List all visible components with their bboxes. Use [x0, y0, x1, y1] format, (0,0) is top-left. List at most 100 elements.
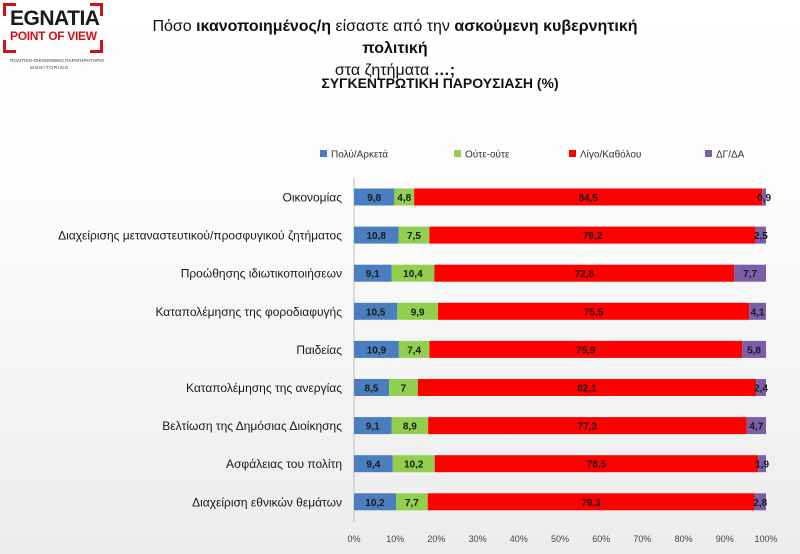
logo-tagline-monitoring: MONITORING	[30, 65, 70, 70]
bar-segment	[398, 340, 430, 358]
category-label: Ασφάλειας του πολίτη	[226, 457, 342, 471]
legend-swatch	[569, 150, 576, 157]
data-label: 9,8	[367, 193, 381, 204]
data-label: 8,5	[365, 384, 379, 395]
bar-segment	[742, 340, 766, 358]
x-tick-label: 0%	[347, 534, 360, 544]
x-tick-label: 70%	[633, 534, 651, 544]
bar-segment	[354, 417, 392, 435]
legend-swatch	[320, 150, 327, 157]
bar-segment	[429, 226, 756, 244]
data-label: 10,9	[367, 345, 387, 356]
bar-segment	[394, 188, 415, 206]
title-emphasis: ικανοποιημένος/η	[196, 18, 332, 35]
logo-corner-mark	[3, 40, 16, 53]
x-tick-label: 30%	[469, 534, 487, 544]
category-label: Καταπολέμησης της ανεργίας	[186, 381, 342, 395]
bar-segment	[762, 188, 766, 206]
bar-segment	[429, 340, 743, 358]
data-label: 4,7	[749, 422, 763, 433]
legend-label: ΔΓ/ΔΑ	[716, 150, 745, 161]
logo-corner-mark	[3, 3, 16, 16]
bar-segment	[756, 379, 766, 396]
logo-corner-mark	[90, 3, 103, 16]
bar-segment	[755, 226, 766, 244]
x-tick-label: 10%	[386, 534, 404, 544]
title-text: στα ζητήματα	[334, 62, 434, 79]
bar-segment	[414, 188, 763, 206]
data-label: 10,4	[403, 269, 423, 280]
data-label: 7,7	[405, 498, 419, 509]
bar-segment	[389, 379, 418, 396]
data-label: 1,9	[755, 460, 769, 471]
bar-segment	[397, 302, 439, 320]
category-label: Προώθησης ιδιωτικοποιήσεων	[181, 267, 342, 281]
data-label: 82,1	[577, 384, 597, 395]
bar-segment	[354, 493, 397, 511]
bar-segment	[758, 455, 766, 473]
bar-segment	[354, 188, 395, 206]
data-label: 72,8	[575, 269, 595, 280]
egnatia-logo: EGNATIA POINT OF VIEW ΠΟΛΙΤΙΚΟ-ΟΙΚΟΝΟΜΙΚ…	[0, 0, 108, 78]
bar-segment	[354, 226, 399, 244]
data-label: 4,8	[397, 193, 411, 204]
data-label: 75,5	[584, 307, 604, 318]
data-label: 10,2	[404, 460, 424, 471]
logo-tagline: ΠΟΛΙΤΙΚΟ-ΟΙΚΟΝΟΜΙΚΟ ΠΑΡΑΤΗΡΗΤΗΡΙΟ	[10, 58, 105, 63]
bar-segment	[354, 340, 399, 358]
data-label: 10,5	[366, 307, 386, 318]
category-label: Οικονομίας	[282, 191, 342, 205]
bar-segment	[438, 302, 750, 320]
x-tick-label: 50%	[551, 534, 569, 544]
legend-label: Πολύ/Αρκετά	[331, 149, 388, 161]
category-label: Διαχείρισης μεταναστευτικού/προσφυγικού …	[58, 229, 342, 243]
bar-segment	[754, 493, 766, 511]
bar-segment	[398, 226, 430, 244]
data-label: 9,4	[366, 460, 380, 471]
data-label: 2,8	[753, 498, 767, 509]
data-label: 5,8	[747, 345, 761, 356]
x-tick-label: 100%	[754, 534, 777, 544]
data-label: 2,4	[754, 384, 768, 395]
data-label: 75,9	[576, 345, 596, 356]
bar-segment	[354, 264, 392, 282]
data-label: 84,5	[578, 193, 598, 204]
title-text: είσαστε από την	[331, 18, 455, 35]
data-label: 10,8	[367, 231, 387, 242]
data-label: 8,9	[403, 422, 417, 433]
bar-segment	[354, 302, 398, 320]
data-label: 79,2	[583, 231, 603, 242]
bar-segment	[746, 417, 766, 435]
category-label: Καταπολέμησης της φοροδιαφυγής	[155, 305, 342, 319]
category-label: Διαχείριση εθνικών θεμάτων	[192, 495, 342, 509]
data-label: 79,3	[581, 498, 601, 509]
bar-segment	[434, 455, 759, 473]
x-tick-label: 60%	[592, 534, 610, 544]
category-label: Παιδείας	[296, 343, 342, 357]
x-tick-label: 90%	[716, 534, 734, 544]
data-label: 9,9	[411, 307, 425, 318]
logo-brand: EGNATIA	[10, 7, 100, 30]
bar-segment	[734, 264, 766, 282]
legend-label: Ούτε-ούτε	[465, 149, 510, 161]
data-label: 7,7	[743, 269, 757, 280]
data-label: 4,1	[751, 307, 765, 318]
title-emphasis: ασκούμενη κυβερνητική πολιτική	[362, 18, 638, 57]
bar-segment	[396, 493, 428, 511]
data-label: 2,5	[754, 231, 768, 242]
bar-segment	[427, 493, 755, 511]
bar-segment	[434, 264, 735, 282]
bar-segment	[428, 417, 747, 435]
data-label: 0,9	[757, 193, 771, 204]
chart-subtitle: ΣΥΓΚΕΝΤΡΩΤΙΚΗ ΠΑΡΟΥΣΙΑΣΗ (%)	[321, 75, 559, 91]
legend-label: Λίγο/Καθόλου	[580, 149, 641, 161]
data-label: 7	[401, 384, 407, 395]
bar-segment	[354, 455, 393, 473]
bar-segment	[749, 302, 766, 320]
x-tick-label: 40%	[510, 534, 528, 544]
bar-segment	[417, 379, 757, 396]
bar-segment	[392, 455, 435, 473]
legend-swatch	[454, 150, 461, 157]
x-tick-label: 80%	[675, 534, 693, 544]
